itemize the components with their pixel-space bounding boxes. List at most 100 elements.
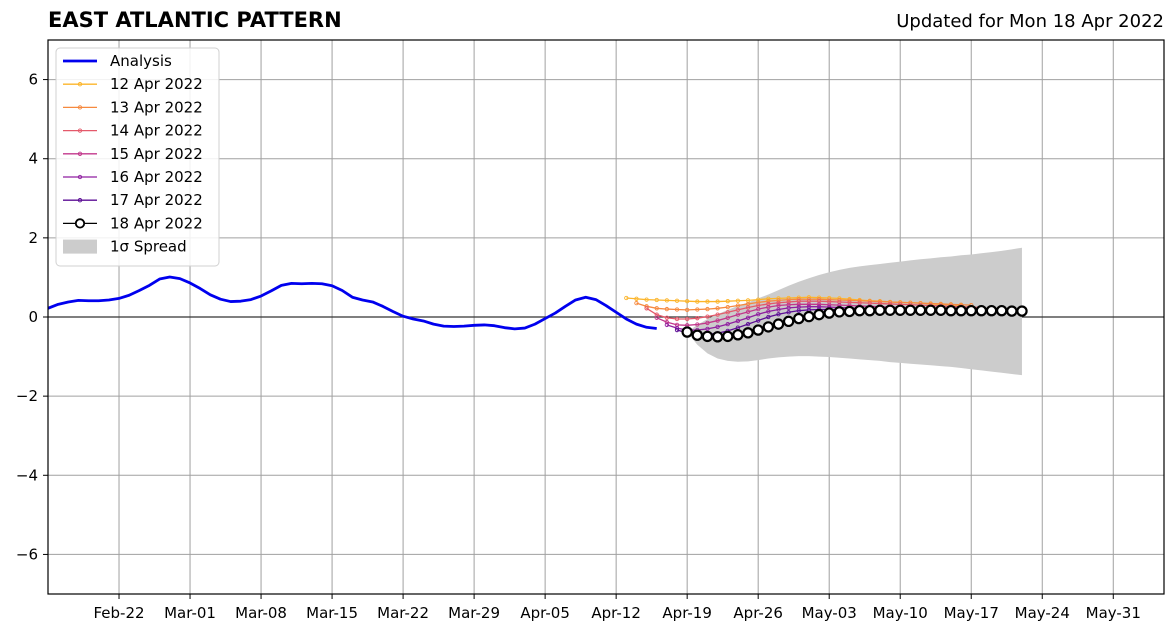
legend-label: 12 Apr 2022	[110, 75, 203, 93]
forecast-point	[843, 305, 856, 318]
forecast-point	[705, 299, 710, 304]
y-tick-label: −2	[16, 387, 38, 405]
forecast-point	[766, 304, 771, 310]
forecast-point	[752, 324, 764, 336]
forecast-point	[745, 315, 751, 320]
forecast-point	[674, 298, 680, 303]
forecast-point	[1016, 305, 1028, 317]
forecast-point	[975, 304, 988, 317]
x-tick-label: Mar-01	[164, 604, 216, 622]
forecast-point	[776, 300, 781, 305]
forecast-point	[756, 297, 761, 302]
y-tick-label: 2	[28, 229, 38, 247]
forecast-point	[766, 296, 771, 301]
x-tick-label: May-24	[1015, 604, 1070, 622]
forecast-point	[782, 315, 795, 328]
forecast-point	[766, 309, 771, 314]
chart-title: EAST ATLANTIC PATTERN	[48, 8, 342, 32]
forecast-point	[884, 304, 896, 316]
y-tick-label: 0	[28, 308, 38, 326]
legend-label: 1σ Spread	[110, 238, 187, 256]
x-tick-label: Apr-26	[733, 604, 783, 622]
legend-label: Analysis	[110, 52, 172, 70]
forecast-point	[874, 304, 886, 316]
x-tick-label: Apr-05	[520, 604, 570, 622]
forecast-point	[725, 315, 730, 320]
x-tick-label: Apr-12	[591, 604, 641, 622]
forecast-point	[732, 329, 744, 341]
forecast-point	[756, 318, 761, 323]
forecast-point	[816, 304, 822, 309]
forecast-point	[725, 299, 730, 304]
x-tick-label: May-17	[944, 604, 999, 622]
forecast-point	[701, 330, 714, 343]
forecast-point	[806, 302, 812, 307]
forecast-point	[674, 327, 680, 333]
forecast-point	[695, 299, 700, 304]
forecast-point	[762, 321, 775, 333]
y-tick-label: −6	[16, 545, 38, 563]
forecast-point	[725, 304, 730, 310]
forecast-point	[796, 302, 801, 307]
forecast-point	[664, 306, 670, 312]
forecast-point	[827, 302, 832, 307]
forecast-point	[654, 297, 659, 303]
y-tick-label: 6	[28, 71, 38, 89]
forecast-point	[674, 307, 680, 312]
forecast-point	[776, 312, 781, 317]
forecast-point	[685, 307, 690, 313]
forecast-point	[735, 312, 741, 317]
forecast-point	[776, 298, 781, 303]
forecast-point	[705, 326, 710, 332]
forecast-point	[823, 307, 835, 319]
legend-label: 16 Apr 2022	[110, 168, 203, 186]
forecast-point	[914, 304, 927, 316]
forecast-point	[776, 303, 781, 308]
forecast-point	[725, 321, 730, 327]
x-tick-label: Mar-15	[306, 604, 358, 622]
forecast-point	[786, 310, 791, 315]
forecast-point	[735, 303, 741, 308]
forecast-point	[654, 306, 659, 311]
forecast-point	[705, 314, 710, 319]
forecast-point	[816, 302, 822, 307]
forecast-point	[681, 326, 693, 338]
forecast-point	[745, 305, 751, 310]
forecast-point	[674, 325, 680, 331]
forecast-point	[742, 327, 754, 339]
forecast-line-13-apr-2022	[636, 298, 972, 311]
forecast-point	[756, 312, 761, 317]
forecast-point	[664, 315, 670, 320]
forecast-point	[715, 306, 720, 311]
legend-label: 18 Apr 2022	[110, 214, 203, 232]
forecast-point	[685, 316, 690, 322]
forecast-point	[985, 304, 998, 317]
forecast-point	[955, 304, 967, 317]
forecast-point	[654, 315, 659, 320]
forecast-point	[745, 309, 751, 315]
forecast-point	[725, 310, 730, 315]
forecast-point	[945, 304, 957, 317]
forecast-point	[965, 304, 977, 317]
x-tick-label: Mar-29	[448, 604, 500, 622]
forecast-point	[695, 322, 700, 327]
x-tick-label: May-31	[1086, 604, 1141, 622]
legend-label: 14 Apr 2022	[110, 122, 203, 140]
forecast-point	[766, 299, 771, 304]
forecast-point	[634, 296, 639, 301]
forecast-point	[793, 312, 805, 325]
forecast-point	[722, 330, 734, 343]
forecast-point	[813, 308, 825, 321]
legend-label: 17 Apr 2022	[110, 191, 203, 209]
forecast-point	[664, 322, 670, 328]
forecast-point	[644, 304, 649, 309]
legend: Analysis 12 Apr 2022 13 Apr 2022 14 Apr 202…	[55, 47, 220, 267]
forecast-point	[786, 297, 791, 302]
forecast-point	[705, 306, 710, 312]
x-tick-label: Apr-19	[662, 604, 712, 622]
forecast-point	[924, 304, 937, 316]
x-tick-label: Mar-08	[235, 604, 287, 622]
forecast-point	[894, 304, 906, 316]
forecast-point	[756, 306, 761, 312]
